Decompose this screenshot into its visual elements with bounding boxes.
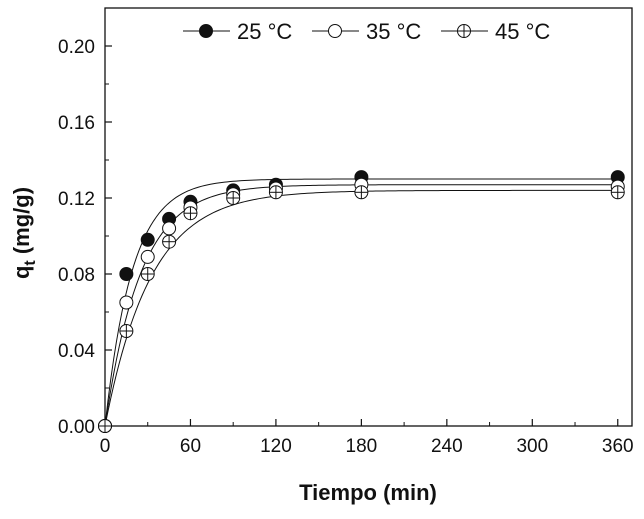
markers: [98, 170, 625, 433]
data-point-series-2: [354, 185, 369, 200]
data-point-series-2: [98, 419, 112, 433]
legend-label-45: 45 °C: [495, 19, 550, 44]
legend-label-25: 25 °C: [237, 19, 292, 44]
x-tick-label: 360: [602, 436, 634, 457]
marker-open-circle: [162, 221, 177, 236]
data-point-series-1: [140, 249, 155, 264]
x-tick-label: 60: [180, 436, 201, 457]
data-point-series-2: [268, 185, 283, 200]
y-axis-title-unit: (mg/g): [9, 187, 34, 260]
plot-frame: [104, 7, 633, 427]
y-axis-title: qt (mg/g): [9, 187, 39, 279]
x-tick-label: 0: [100, 436, 111, 457]
x-axis-title: Tiempo (min): [299, 480, 437, 505]
data-point-series-1: [162, 221, 177, 236]
fit-line-series-2: [104, 189, 618, 427]
data-point-series-2: [183, 206, 198, 221]
marker-filled-circle: [140, 232, 155, 247]
legend-marker-35: [328, 24, 342, 38]
fit-line-series-1: [104, 184, 618, 427]
data-point-series-1: [119, 295, 134, 310]
x-ticks: 0 60 120 180 240 300 360: [100, 419, 634, 457]
data-point-series-2: [226, 191, 241, 205]
data-point-series-2: [162, 234, 177, 249]
data-point-series-2: [610, 185, 625, 200]
data-point-series-0: [119, 267, 134, 281]
fit-line-series-0: [104, 178, 618, 427]
y-tick-label: 0.20: [58, 37, 95, 58]
y-tick-label: 0.04: [58, 341, 95, 362]
legend-marker-45: [457, 24, 471, 38]
y-tick-label: 0.00: [58, 417, 95, 438]
legend-marker-25: [199, 24, 213, 38]
legend: 25 °C 35 °C 45 °C: [183, 19, 550, 44]
data-point-series-2: [119, 324, 134, 338]
x-tick-label: 180: [346, 436, 378, 457]
y-tick-label: 0.16: [58, 113, 95, 134]
marker-open-circle: [119, 295, 134, 310]
marker-filled-circle: [119, 267, 134, 281]
x-tick-label: 240: [431, 436, 463, 457]
legend-label-35: 35 °C: [366, 19, 421, 44]
marker-open-circle: [140, 249, 155, 264]
y-ticks: 0.00 0.04 0.08 0.12 0.16 0.20: [58, 37, 112, 438]
x-tick-label: 300: [516, 436, 548, 457]
y-tick-label: 0.12: [58, 189, 95, 210]
y-axis-title-subscript: t: [22, 260, 39, 266]
fit-lines: [104, 178, 618, 427]
y-axis-title-main: q: [9, 266, 34, 279]
data-point-series-0: [140, 232, 155, 247]
x-tick-label: 120: [260, 436, 292, 457]
y-tick-label: 0.08: [58, 265, 95, 286]
data-point-series-2: [140, 267, 155, 281]
